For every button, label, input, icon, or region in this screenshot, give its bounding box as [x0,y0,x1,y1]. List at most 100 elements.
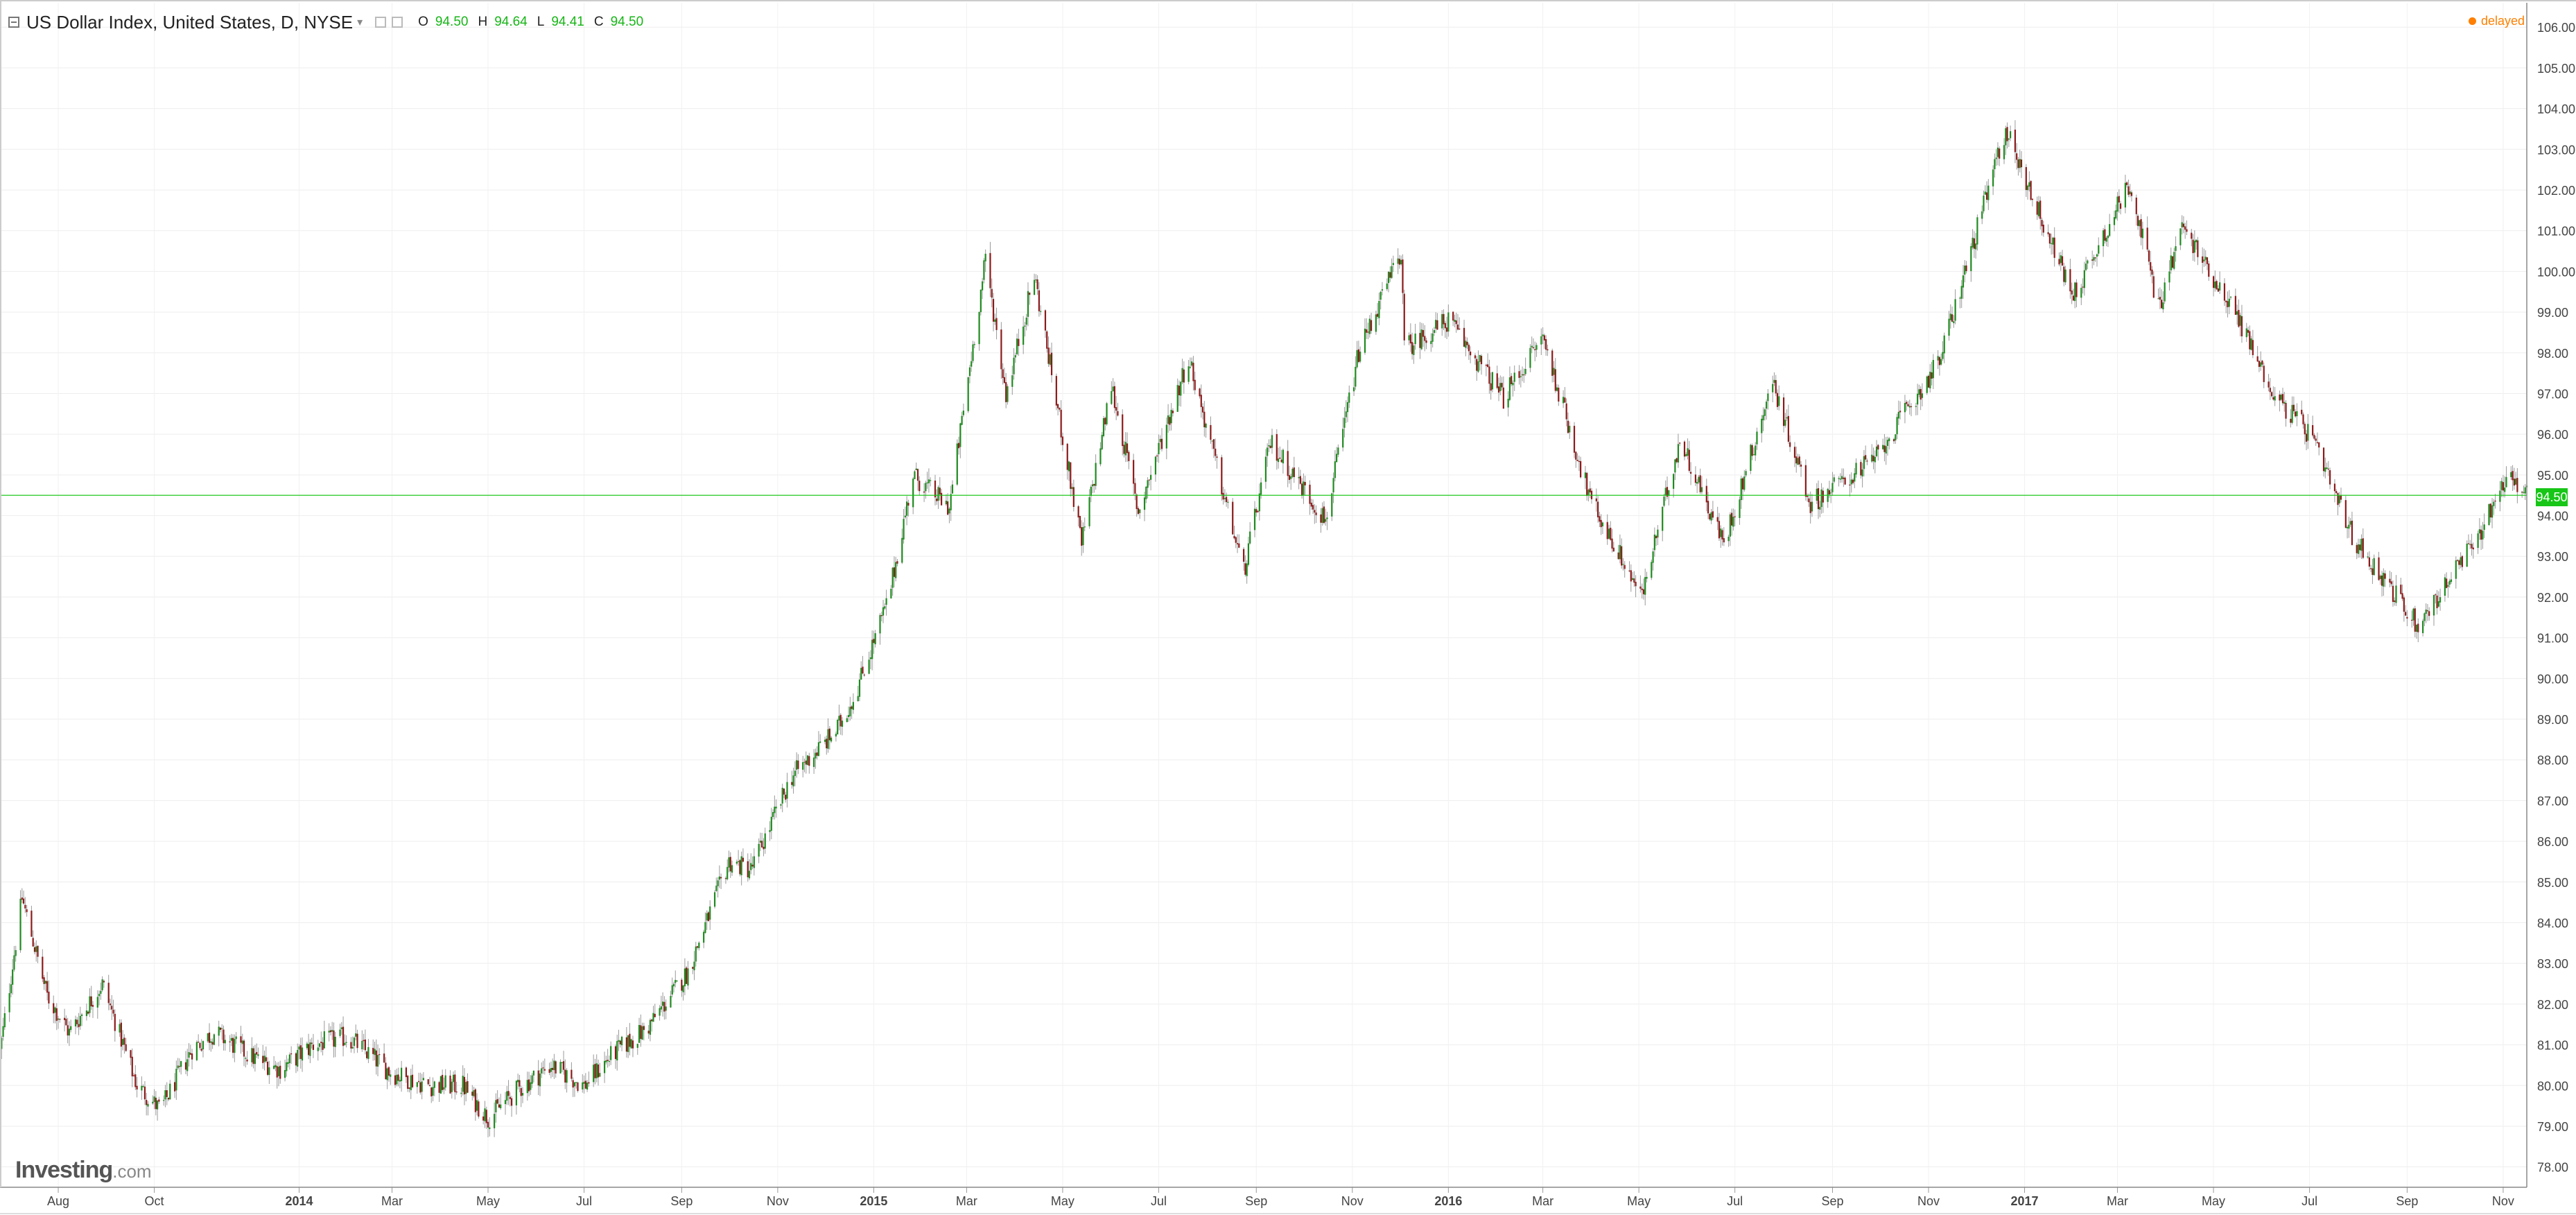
collapse-icon[interactable] [8,17,19,28]
candle-up [1820,489,1822,508]
candle-up [235,1036,237,1040]
candle-up [1871,454,1873,462]
delayed-dot-icon [2468,17,2476,25]
candle-down [934,480,937,498]
candle-up [74,1019,77,1026]
candle-up [890,588,892,598]
x-tick-label: Oct [145,1194,164,1208]
candle-up [973,344,975,345]
candle-down [2394,600,2396,602]
candle-down [155,1097,157,1110]
settings-icon[interactable] [375,17,387,28]
close-icon[interactable] [392,17,403,28]
candle-up [476,1100,478,1111]
candle-down [350,1042,352,1049]
candle-down [751,864,754,867]
candle-down [1081,527,1083,546]
candle-up [608,1060,610,1062]
candle-up [1652,551,1654,563]
candle-up [1524,369,1526,374]
y-tick-label: 95.00 [2537,469,2568,483]
candle-up [978,311,980,345]
candle-up [2500,481,2503,490]
x-tick-label: 2017 [2011,1194,2039,1208]
candle-up [287,1062,289,1065]
candle-up [2113,217,2116,225]
candle-down [1789,442,1791,447]
candle-down [916,469,919,481]
candle-down [1480,356,1483,365]
candle-down [1172,411,1174,413]
candle-down [2140,218,2142,238]
candle-down [2263,365,2265,382]
candle-down [1721,530,1723,540]
candle-down [428,1085,431,1087]
candle-up [882,607,885,616]
candle-up [1653,534,1655,551]
candle-up [1940,359,1942,365]
candle-up [2164,282,2166,302]
candle-up [2236,311,2238,315]
candle-down [2270,392,2273,397]
candle-up [1755,445,1757,456]
candle-up [1663,496,1665,506]
candle-down [1716,517,1718,522]
candle-up [2477,533,2479,549]
candle-up [444,1075,446,1088]
candle-up [1895,434,1897,441]
candle-up [781,787,783,804]
candle-up [2219,282,2221,291]
candle-down [364,1040,366,1051]
candle-down [1436,320,1438,330]
candle-down [614,1046,617,1060]
candle-down [1576,460,1578,461]
candle-down [947,501,949,515]
y-tick-label: 105.00 [2537,62,2575,76]
candle-down [2047,232,2049,234]
candle-down [1809,501,1811,513]
candle-down [167,1098,170,1100]
candle-up [852,702,854,710]
candle-down [2329,470,2331,485]
candle-down [2240,316,2243,336]
candle-down [53,1003,55,1014]
candles-layer[interactable] [0,120,2528,1137]
candle-up [1513,372,1515,382]
candle-up [1841,476,1843,479]
investing-logo[interactable]: Investing.com [15,1157,152,1184]
candle-up [1761,418,1763,433]
candle-up [1088,497,1090,526]
candle-up [1972,237,1974,248]
candle-down [438,1082,440,1093]
candle-up [374,1049,376,1055]
candle-up [1732,517,1734,527]
candle-up [1926,376,1928,393]
candle-down [496,1098,498,1104]
candle-up [1375,314,1377,332]
candle-up [421,1081,423,1092]
candle-up [177,1065,179,1069]
candle-up [2245,328,2247,338]
candle-up [1413,345,1415,355]
candle-down [1079,515,1081,528]
current-price-tag: 94.50 [2536,488,2568,506]
caret-down-icon[interactable]: ▾ [357,17,363,28]
candle-up [1540,336,1542,345]
candle-down [46,981,49,993]
y-tick-label: 92.00 [2537,591,2568,605]
candle-up [8,993,10,1013]
candle-up [2347,526,2349,528]
candle-up [169,1083,171,1100]
candle-down [2392,585,2394,602]
candle-up [245,1058,247,1059]
candle-up [1420,329,1422,350]
candle-up [849,707,851,716]
candle-down [1907,404,1909,406]
candle-down [482,1116,485,1121]
candle-down [64,1017,66,1020]
candle-down [1367,331,1369,333]
candle-down [2258,361,2261,368]
y-tick-label: 79.00 [2537,1120,2568,1134]
